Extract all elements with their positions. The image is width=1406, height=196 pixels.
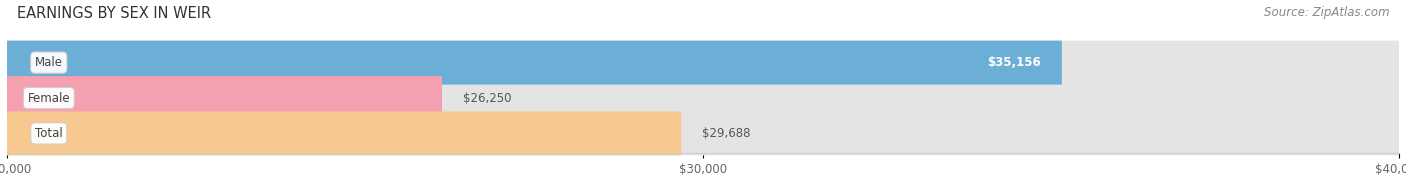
Text: Source: ZipAtlas.com: Source: ZipAtlas.com (1264, 6, 1389, 19)
FancyBboxPatch shape (7, 41, 1399, 84)
Text: $29,688: $29,688 (702, 127, 751, 140)
Text: $26,250: $26,250 (463, 92, 512, 104)
Text: EARNINGS BY SEX IN WEIR: EARNINGS BY SEX IN WEIR (17, 6, 211, 21)
Text: Male: Male (35, 56, 63, 69)
FancyBboxPatch shape (7, 76, 441, 120)
FancyBboxPatch shape (7, 112, 1399, 155)
Text: Total: Total (35, 127, 63, 140)
FancyBboxPatch shape (7, 76, 1399, 120)
FancyBboxPatch shape (7, 112, 682, 155)
FancyBboxPatch shape (7, 41, 1062, 84)
Text: Female: Female (28, 92, 70, 104)
Text: $35,156: $35,156 (987, 56, 1040, 69)
